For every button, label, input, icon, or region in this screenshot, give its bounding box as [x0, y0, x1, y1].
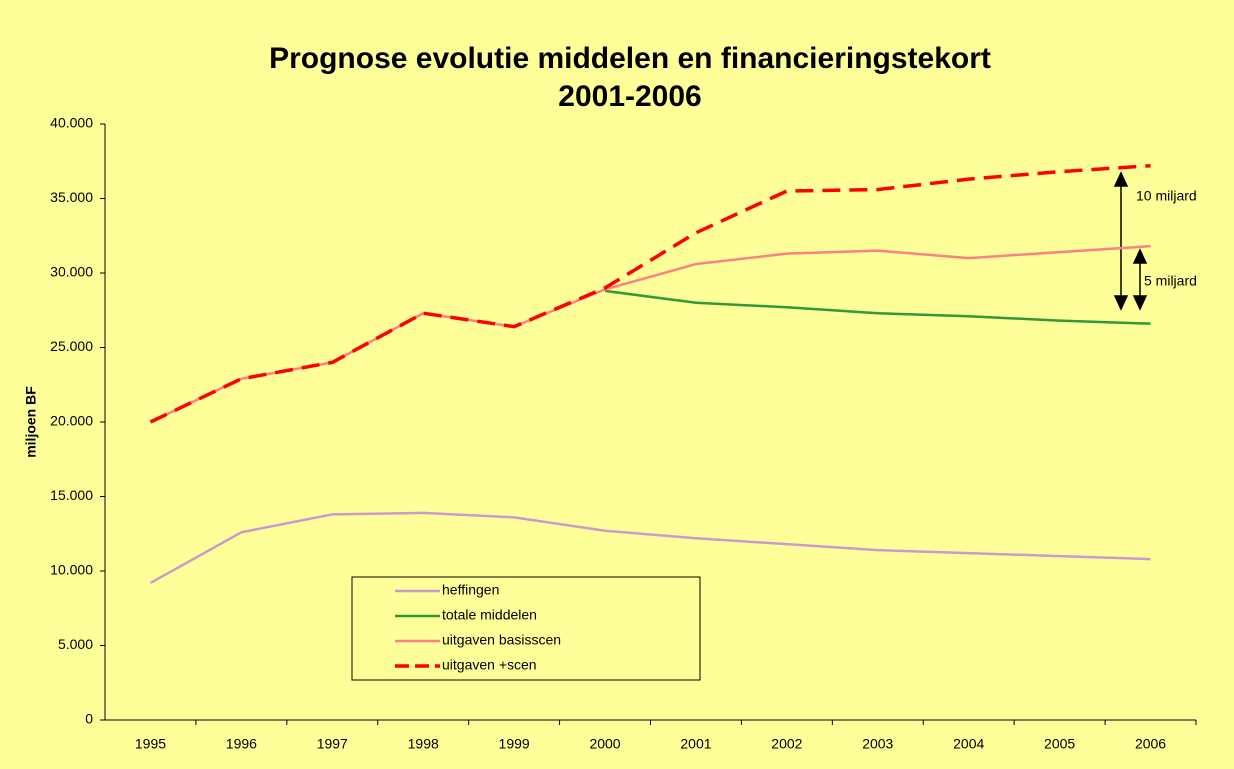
annotation: 10 miljard — [1136, 188, 1197, 204]
y-tick-label: 40.000 — [50, 115, 93, 131]
legend-box — [351, 576, 701, 681]
legend-label: totale middelen — [442, 607, 537, 623]
annotation-arrows — [1113, 171, 1148, 311]
y-tick-label: 20.000 — [50, 413, 93, 429]
x-tick-label: 1999 — [499, 736, 530, 752]
y-tick-label: 10.000 — [50, 562, 93, 578]
x-tick-label: 2002 — [771, 736, 802, 752]
x-tick-label: 2001 — [680, 736, 711, 752]
legend-label: uitgaven +scen — [442, 657, 537, 673]
x-tick-label: 2005 — [1044, 736, 1075, 752]
x-tick-label: 1995 — [135, 736, 166, 752]
y-tick-label: 0 — [85, 711, 93, 727]
series-line — [604, 289, 1151, 325]
x-tick-label: 2006 — [1135, 736, 1166, 752]
chart-subtitle: 2001-2006 — [558, 80, 701, 113]
x-tick-label: 2000 — [589, 736, 620, 752]
legend-label: uitgaven basisscen — [442, 632, 561, 648]
chart-title: Prognose evolutie middelen en financieri… — [269, 42, 991, 75]
annotation: 5 miljard — [1144, 273, 1197, 289]
y-tick-label: 30.000 — [50, 264, 93, 280]
y-axis-label: miljoen BF — [23, 386, 39, 458]
x-tick-label: 1996 — [226, 736, 257, 752]
series-line — [149, 163, 1151, 424]
x-tick-label: 2004 — [953, 736, 984, 752]
y-tick-label: 35.000 — [50, 189, 93, 205]
series-line — [149, 511, 1151, 585]
x-tick-label: 1998 — [408, 736, 439, 752]
x-tick-label: 1997 — [317, 736, 348, 752]
y-tick-label: 5.000 — [58, 636, 93, 652]
x-tick-label: 2003 — [862, 736, 893, 752]
y-tick-label: 15.000 — [50, 487, 93, 503]
legend-label: heffingen — [442, 582, 499, 598]
y-tick-label: 25.000 — [50, 338, 93, 354]
